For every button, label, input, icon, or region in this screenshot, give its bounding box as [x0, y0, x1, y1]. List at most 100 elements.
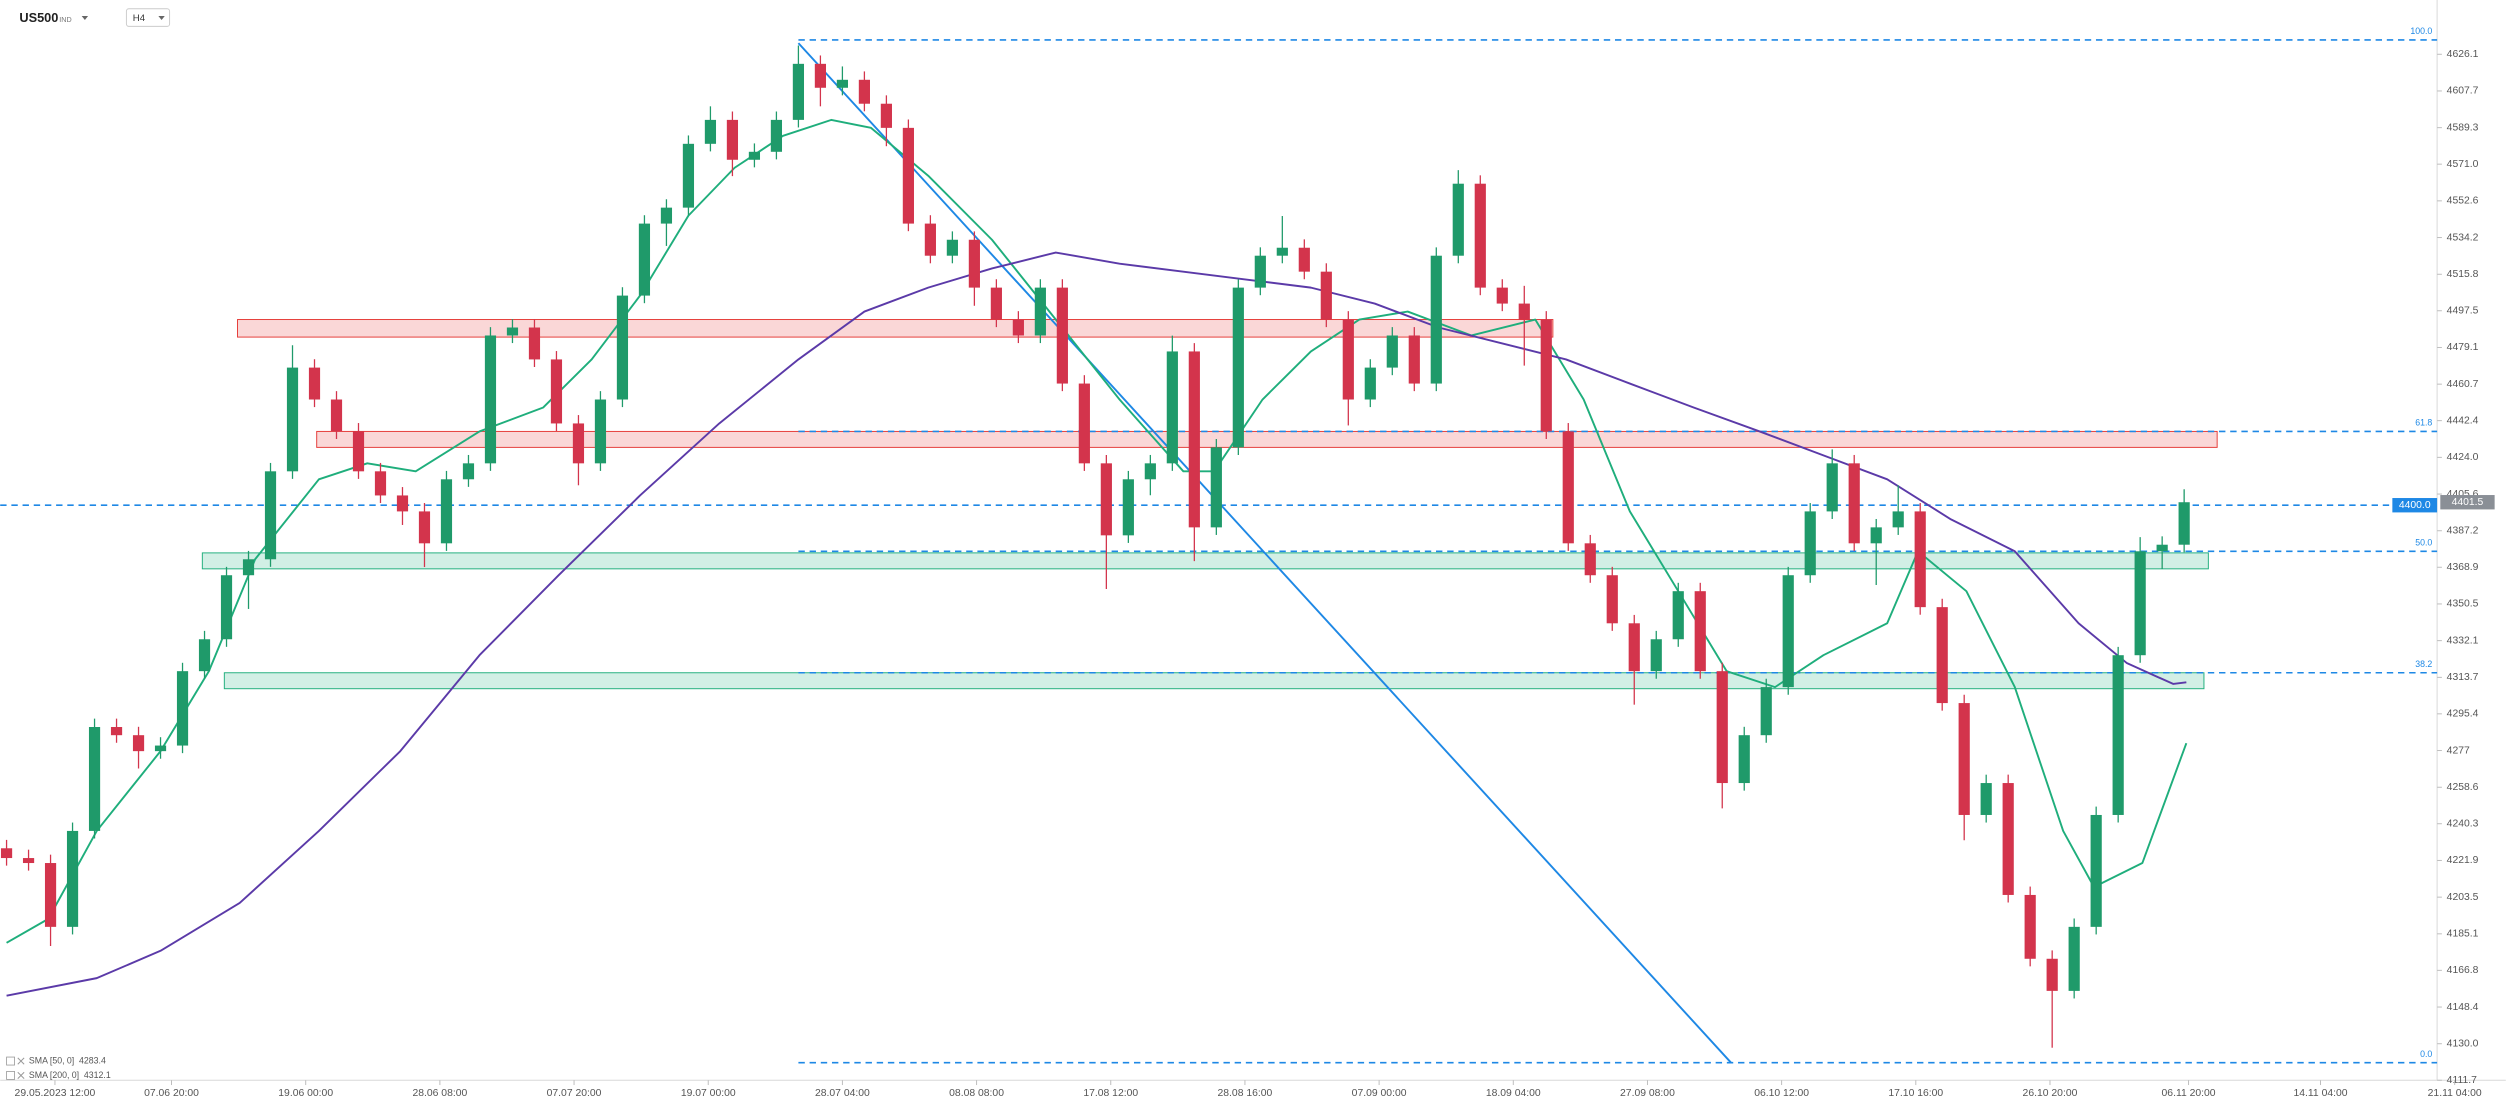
candle-body: [1760, 687, 1772, 736]
candle-body: [1804, 511, 1816, 576]
y-tick-label: 4166.8: [2447, 965, 2479, 976]
candle-body: [1694, 591, 1706, 672]
y-tick-label: 4203.5: [2447, 892, 2479, 903]
x-tick-label: 06.11 20:00: [2162, 1088, 2216, 1099]
x-tick-label: 17.10 16:00: [1888, 1088, 1943, 1099]
plot: 4626.1 4607.7 4589.3 4571.0 4552.6 4534.2 4515…: [0, 26, 2495, 1099]
candle-body: [792, 63, 805, 120]
candle-body: [1496, 287, 1508, 304]
candle-body: [1826, 463, 1838, 512]
candle-body: [0, 848, 13, 859]
y-tick-label: 4350.5: [2447, 599, 2479, 610]
trend-line: [797, 42, 1732, 1064]
candle-body: [616, 295, 629, 400]
candle-body: [1914, 511, 1926, 608]
legend-name: SMA [50, 0]: [29, 1055, 74, 1065]
x-tick-label: 07.07 20:00: [547, 1088, 602, 1099]
candle-body: [1386, 335, 1398, 368]
candle-body: [242, 559, 255, 576]
symbol[interactable]: US500: [19, 10, 58, 25]
candle-body: [2156, 544, 2168, 552]
candle-body: [1628, 623, 1640, 672]
x-tick-label: 27.09 08:00: [1620, 1088, 1675, 1099]
candle-body: [462, 463, 475, 480]
y-tick-label: 4607.7: [2447, 86, 2479, 97]
candle-body: [396, 495, 409, 512]
dropdown-caret[interactable]: [158, 15, 165, 20]
candle-body: [440, 479, 453, 544]
y-tick-label: 4442.4: [2447, 415, 2479, 426]
y-tick-label: 4332.1: [2447, 635, 2479, 646]
candle-body: [1958, 703, 1970, 815]
candle-body: [1034, 287, 1046, 336]
legend-close: [17, 1057, 25, 1065]
timeframe-selector[interactable]: H4: [125, 8, 171, 27]
candle-body: [1474, 183, 1486, 288]
y-tick-label: 4277: [2447, 745, 2470, 756]
candle-body: [748, 151, 761, 160]
candle-body: [1452, 183, 1464, 256]
y-tick-label: 4479.1: [2447, 342, 2479, 353]
candle-body: [22, 858, 35, 864]
zone: [223, 672, 2205, 690]
x-tick-label: 28.08 16:00: [1218, 1088, 1273, 1099]
legend-name: SMA [200, 0]: [29, 1070, 79, 1080]
candle-body: [1100, 463, 1112, 536]
candle-body: [1782, 575, 1794, 688]
candle-body: [836, 79, 848, 88]
y-tick-label: 4515.8: [2447, 269, 2479, 280]
last-price-label: 4401.5: [2452, 497, 2484, 508]
y-tick-label: 4240.3: [2447, 818, 2479, 829]
fib-label: 38.2: [2415, 659, 2432, 669]
y-tick-label: 4571.0: [2447, 159, 2479, 170]
candle-body: [660, 207, 673, 224]
x-tick-label: 17.08 12:00: [1083, 1088, 1138, 1099]
candle-body: [1584, 543, 1596, 576]
y-tick-label: 4111.7: [2447, 1075, 2477, 1086]
candle-body: [594, 399, 607, 464]
candle-body: [1430, 255, 1442, 384]
y-tick-label: 4185.1: [2447, 929, 2479, 940]
candle-body: [2178, 502, 2190, 545]
candle-body: [1540, 319, 1552, 432]
candle-body: [1276, 247, 1288, 256]
candle-body: [44, 863, 57, 927]
candle-body: [198, 639, 211, 672]
x-tick-label: 18.09 04:00: [1486, 1088, 1541, 1099]
x-tick-label: 19.06 00:00: [278, 1088, 333, 1099]
legend-icon: [6, 1056, 15, 1066]
y-tick-label: 4313.7: [2447, 672, 2479, 683]
y-tick-label: 4552.6: [2447, 196, 2479, 207]
candle-body: [968, 239, 980, 288]
symbol-type: IND: [59, 15, 71, 24]
candle-body: [1144, 463, 1156, 480]
candle-body: [1848, 463, 1860, 544]
candle-body: [1980, 783, 1992, 815]
y-tick-label: 4460.7: [2447, 379, 2479, 390]
x-tick-label: 07.06 20:00: [144, 1088, 199, 1099]
candle-body: [2046, 958, 2058, 991]
y-tick-label: 4424.0: [2447, 452, 2479, 463]
candle-body: [1166, 351, 1178, 464]
candle-body: [352, 431, 365, 472]
symbol-selector[interactable]: US500 IND: [19, 10, 89, 25]
candle-body: [484, 335, 497, 464]
candle-body: [858, 79, 870, 104]
zone: [201, 552, 2209, 570]
candle-body: [572, 423, 585, 464]
candle-body: [418, 511, 431, 544]
y-tick-label: 4626.1: [2447, 49, 2479, 60]
timeframe[interactable]: H4: [133, 13, 146, 24]
candle-body: [374, 471, 387, 496]
y-tick-label: 4148.4: [2447, 1002, 2479, 1013]
candle-body: [220, 575, 233, 640]
legend-value: 4283.4: [79, 1055, 106, 1065]
candle-body: [154, 745, 167, 752]
timeframe-box[interactable]: [125, 8, 171, 27]
fib-label: 61.8: [2415, 418, 2432, 428]
dropdown-caret[interactable]: [81, 15, 89, 20]
fib-label: 50.0: [2415, 538, 2432, 548]
candle-body: [1738, 735, 1750, 784]
